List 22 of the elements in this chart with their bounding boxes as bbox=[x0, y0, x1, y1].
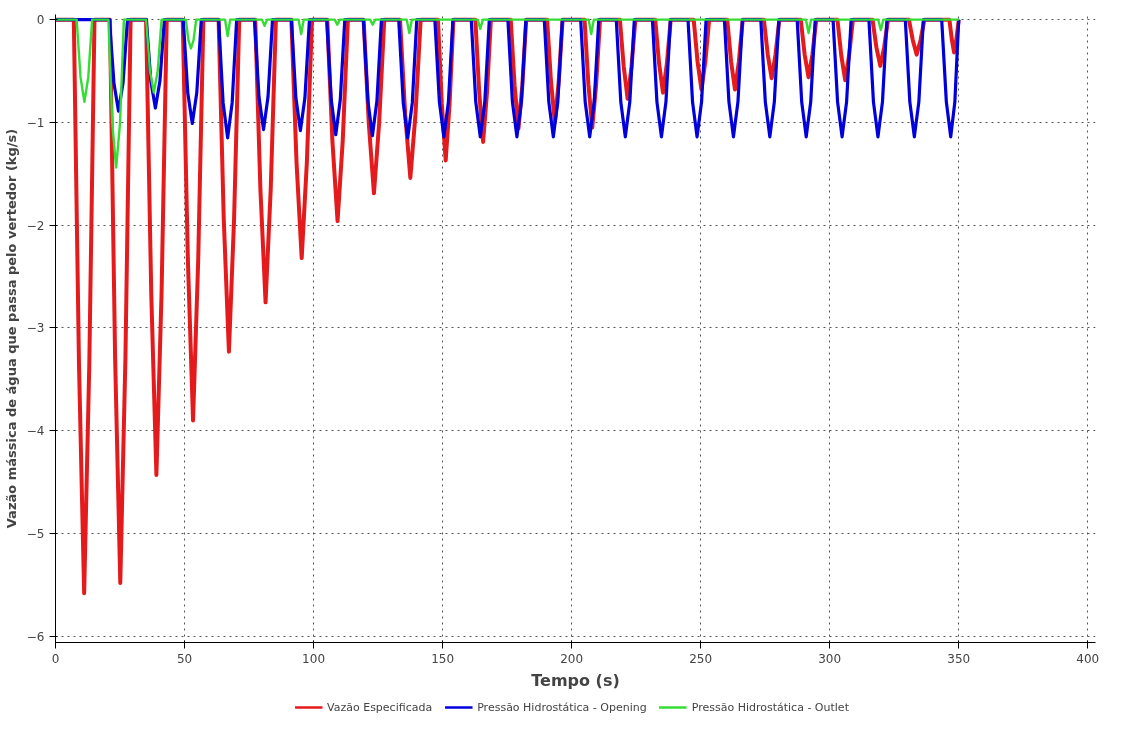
x-tick-label: 300 bbox=[818, 651, 842, 666]
x-tick-label: 50 bbox=[176, 651, 193, 666]
legend-label: Pressão Hidrostática - Outlet bbox=[691, 700, 849, 714]
y-tick-label: 0 bbox=[36, 13, 45, 28]
x-tick-label: 250 bbox=[689, 651, 713, 666]
y-tick-label: −1 bbox=[26, 115, 45, 130]
y-tick-label: −4 bbox=[26, 424, 45, 439]
x-tick-label: 350 bbox=[947, 651, 971, 666]
x-tick-label: 0 bbox=[51, 651, 60, 666]
legend-label: Pressão Hidrostática - Opening bbox=[477, 700, 647, 714]
x-tick-label: 400 bbox=[1076, 651, 1100, 666]
x-tick-label: 150 bbox=[431, 651, 455, 666]
x-tick-label: 100 bbox=[302, 651, 326, 666]
y-axis-title: Vazão mássica de água que passa pelo vertedor (kg/s) bbox=[3, 128, 19, 529]
y-tick-label: −6 bbox=[26, 629, 45, 644]
line-series bbox=[55, 18, 960, 169]
x-tick-label: 200 bbox=[560, 651, 584, 666]
legend-label: Vazão Especificada bbox=[327, 700, 433, 714]
x-axis-title: Tempo (s) bbox=[531, 670, 620, 690]
y-tick-label: −5 bbox=[26, 527, 45, 542]
y-tick-label: −2 bbox=[26, 218, 45, 233]
y-tick-label: −3 bbox=[26, 321, 45, 336]
